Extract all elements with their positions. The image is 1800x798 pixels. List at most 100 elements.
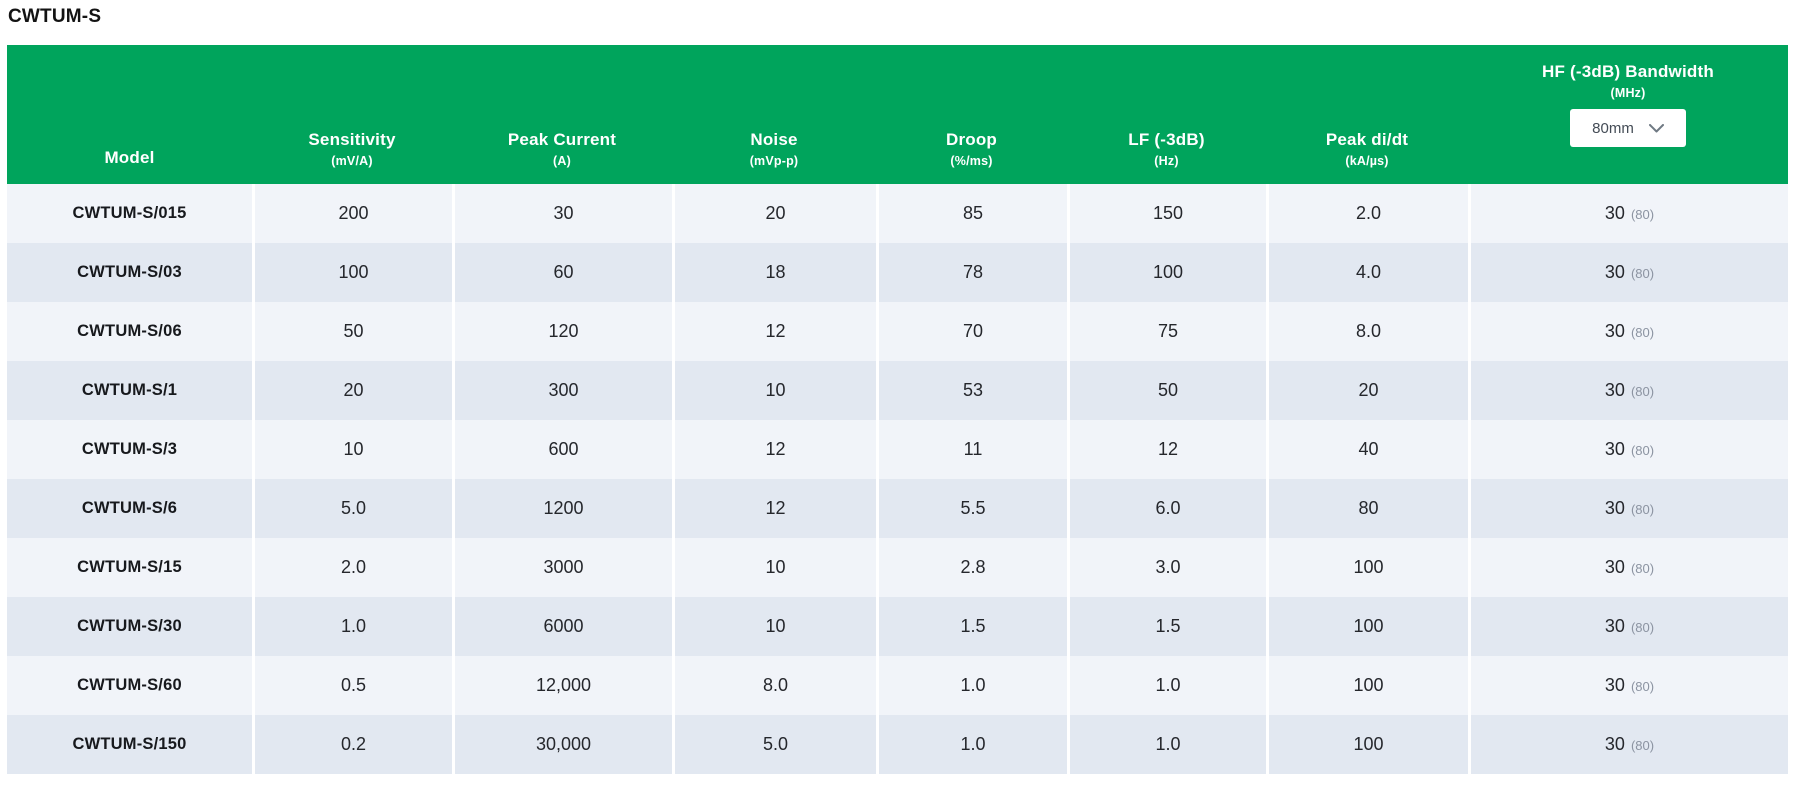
table-row: CWTUM-S/6 5.0 1200 12 5.5 6.0 80 30 (80): [7, 479, 1788, 538]
table-row: CWTUM-S/1 20 300 10 53 50 20 30 (80): [7, 361, 1788, 420]
column-unit: (MHz): [1610, 86, 1646, 100]
cell-model: CWTUM-S/150: [72, 735, 187, 753]
column-label: Droop: [945, 130, 998, 149]
cell-droop: 1.5: [876, 597, 1067, 656]
hf-note: (80): [1630, 325, 1655, 340]
cell-lf: 12: [1067, 420, 1266, 479]
table-header: Model Sensitivity (mV/A) Peak Current (A…: [7, 45, 1788, 184]
header-cell-peak-didt: Peak di/dt (kA/µs): [1266, 45, 1468, 184]
cell-droop: 2.8: [876, 538, 1067, 597]
header-cell-droop: Droop (%/ms): [876, 45, 1067, 184]
hf-note: (80): [1630, 738, 1655, 753]
hf-value: 30: [1604, 734, 1625, 754]
hf-value: 30: [1604, 203, 1625, 223]
cell-sensitivity: 200: [252, 184, 452, 243]
column-unit: (%/ms): [950, 154, 993, 168]
cell-peak-current: 30,000: [452, 715, 672, 774]
cell-sensitivity: 50: [252, 302, 452, 361]
hf-value: 30: [1604, 321, 1625, 341]
cell-sensitivity: 0.2: [252, 715, 452, 774]
column-label: Peak Current: [507, 130, 617, 149]
column-unit: (A): [553, 154, 571, 168]
cell-model: CWTUM-S/60: [77, 676, 182, 694]
cell-noise: 12: [672, 420, 876, 479]
cell-peak-current: 6000: [452, 597, 672, 656]
hf-note: (80): [1630, 502, 1655, 517]
cell-peak-didt: 80: [1266, 479, 1468, 538]
cell-droop: 11: [876, 420, 1067, 479]
chevron-down-icon: [1648, 123, 1664, 132]
hf-note: (80): [1630, 384, 1655, 399]
cell-hf-bandwidth: 30 (80): [1468, 302, 1788, 361]
column-label: Peak di/dt: [1325, 130, 1409, 149]
hf-value: 30: [1604, 380, 1625, 400]
table-row: CWTUM-S/06 50 120 12 70 75 8.0 30 (80): [7, 302, 1788, 361]
bandwidth-size-select[interactable]: 80mm: [1570, 109, 1686, 147]
cell-noise: 12: [672, 302, 876, 361]
cell-noise: 10: [672, 538, 876, 597]
cell-model: CWTUM-S/015: [72, 204, 187, 222]
cell-hf-bandwidth: 30 (80): [1468, 479, 1788, 538]
header-cell-model: Model: [7, 45, 252, 184]
cell-model: CWTUM-S/30: [77, 617, 182, 635]
column-label: LF (-3dB): [1128, 130, 1205, 149]
cell-noise: 18: [672, 243, 876, 302]
cell-sensitivity: 2.0: [252, 538, 452, 597]
hf-value: 30: [1604, 262, 1625, 282]
column-label: HF (-3dB) Bandwidth: [1542, 62, 1714, 81]
cell-peak-current: 300: [452, 361, 672, 420]
cell-hf-bandwidth: 30 (80): [1468, 715, 1788, 774]
hf-note: (80): [1630, 620, 1655, 635]
cell-hf-bandwidth: 30 (80): [1468, 656, 1788, 715]
table-body: CWTUM-S/015 200 30 20 85 150 2.0 30 (80)…: [7, 184, 1788, 774]
hf-note: (80): [1630, 266, 1655, 281]
cell-sensitivity: 5.0: [252, 479, 452, 538]
cell-model: CWTUM-S/6: [81, 499, 178, 517]
hf-note: (80): [1630, 561, 1655, 576]
header-cell-peak-current: Peak Current (A): [452, 45, 672, 184]
cell-sensitivity: 100: [252, 243, 452, 302]
table-row: CWTUM-S/015 200 30 20 85 150 2.0 30 (80): [7, 184, 1788, 243]
cell-noise: 5.0: [672, 715, 876, 774]
hf-value: 30: [1604, 498, 1625, 518]
cell-hf-bandwidth: 30 (80): [1468, 243, 1788, 302]
cell-lf: 6.0: [1067, 479, 1266, 538]
cell-droop: 70: [876, 302, 1067, 361]
cell-droop: 53: [876, 361, 1067, 420]
header-cell-hf-bandwidth: HF (-3dB) Bandwidth (MHz) 80mm: [1468, 45, 1788, 184]
cell-hf-bandwidth: 30 (80): [1468, 420, 1788, 479]
table-row: CWTUM-S/30 1.0 6000 10 1.5 1.5 100 30 (8…: [7, 597, 1788, 656]
cell-noise: 20: [672, 184, 876, 243]
hf-note: (80): [1630, 443, 1655, 458]
hf-note: (80): [1630, 679, 1655, 694]
column-unit: (mV/A): [331, 154, 373, 168]
cell-peak-current: 120: [452, 302, 672, 361]
cell-noise: 10: [672, 597, 876, 656]
table-row: CWTUM-S/03 100 60 18 78 100 4.0 30 (80): [7, 243, 1788, 302]
column-label: Model: [104, 148, 155, 167]
column-unit: (kA/µs): [1345, 154, 1389, 168]
cell-peak-didt: 2.0: [1266, 184, 1468, 243]
cell-sensitivity: 0.5: [252, 656, 452, 715]
column-unit: (mVp-p): [749, 154, 799, 168]
cell-lf: 3.0: [1067, 538, 1266, 597]
cell-model: CWTUM-S/1: [81, 381, 178, 399]
header-cell-noise: Noise (mVp-p): [672, 45, 876, 184]
header-cell-sensitivity: Sensitivity (mV/A): [252, 45, 452, 184]
header-cell-lf: LF (-3dB) (Hz): [1067, 45, 1266, 184]
cell-lf: 50: [1067, 361, 1266, 420]
hf-value: 30: [1604, 616, 1625, 636]
cell-peak-didt: 4.0: [1266, 243, 1468, 302]
cell-sensitivity: 10: [252, 420, 452, 479]
cell-peak-didt: 100: [1266, 538, 1468, 597]
cell-lf: 150: [1067, 184, 1266, 243]
cell-hf-bandwidth: 30 (80): [1468, 538, 1788, 597]
cell-droop: 78: [876, 243, 1067, 302]
cell-lf: 1.0: [1067, 656, 1266, 715]
cell-peak-current: 3000: [452, 538, 672, 597]
bandwidth-size-value: 80mm: [1592, 119, 1634, 137]
cell-peak-didt: 100: [1266, 597, 1468, 656]
cell-sensitivity: 1.0: [252, 597, 452, 656]
cell-model: CWTUM-S/06: [77, 322, 182, 340]
cell-droop: 5.5: [876, 479, 1067, 538]
